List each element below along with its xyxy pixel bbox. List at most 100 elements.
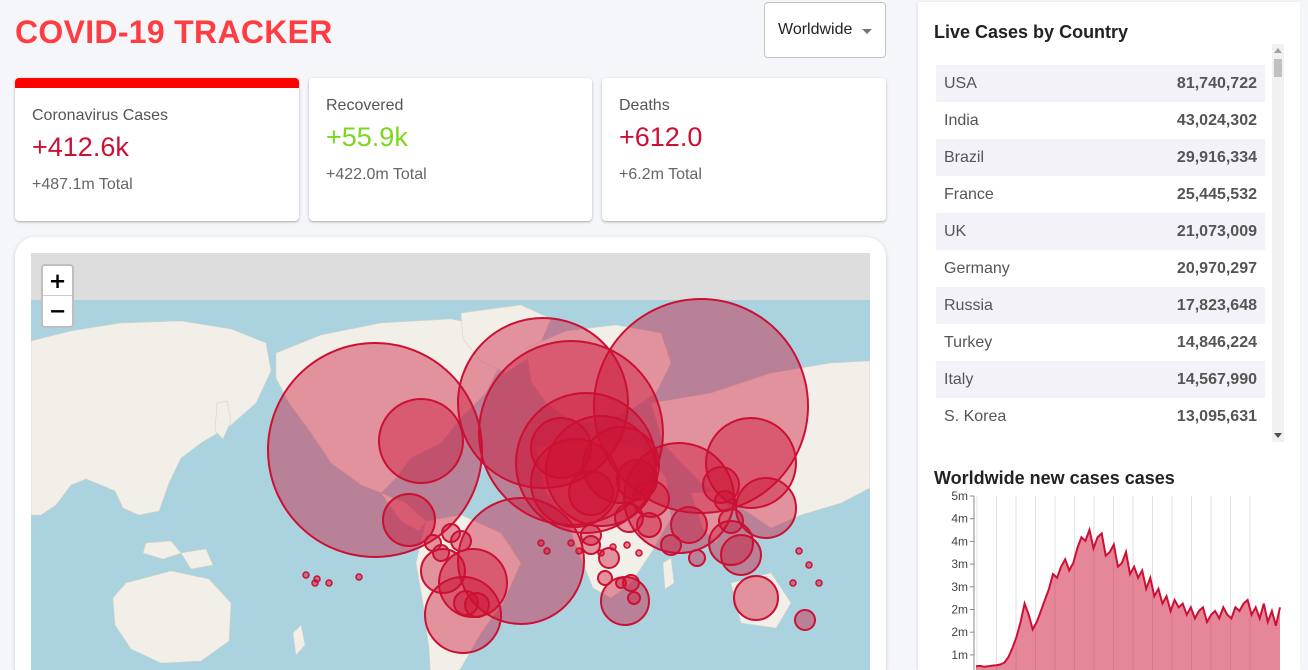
case-circle	[733, 575, 779, 621]
country-name: S. Korea	[944, 407, 1007, 425]
app-title: COVID-19 TRACKER	[15, 14, 333, 50]
y-tick-label: 1m	[951, 648, 968, 662]
case-circle	[530, 438, 620, 528]
case-circle	[568, 470, 614, 516]
cases-label: Coronavirus Cases	[32, 107, 169, 124]
table-row: Italy 14,567,990	[936, 361, 1265, 398]
country-name: Italy	[944, 370, 974, 388]
country-cases: 29,916,334	[1176, 148, 1257, 166]
table-row: India 43,024,302	[936, 102, 1265, 139]
case-circle	[815, 579, 823, 587]
case-circle	[795, 547, 803, 555]
case-circle	[670, 506, 708, 544]
table-row: S. Korea 13,095,631	[936, 398, 1265, 435]
zoom-in-button[interactable]: +	[43, 266, 72, 296]
table-row: Russia 17,823,648	[936, 287, 1265, 324]
case-circle	[714, 490, 736, 512]
case-circle	[623, 541, 631, 549]
case-circle	[543, 547, 551, 555]
case-circle	[720, 534, 762, 576]
table-row: Germany 20,970,297	[936, 250, 1265, 287]
series-line	[975, 526, 1281, 668]
cases-total: +487.1m Total	[32, 176, 133, 193]
y-tick-label: 3m	[951, 557, 968, 571]
country-select[interactable]: Worldwide	[764, 2, 886, 58]
country-name: Brazil	[944, 148, 985, 166]
active-card-indicator	[15, 78, 299, 88]
case-circle	[627, 591, 641, 605]
deaths-label: Deaths	[619, 97, 670, 114]
map-zoom-control: + −	[41, 264, 74, 328]
country-cases: 17,823,648	[1176, 296, 1257, 314]
cases-value: +412.6k	[32, 132, 129, 162]
area-fill	[976, 529, 1280, 670]
case-circle	[708, 520, 754, 566]
case-circle	[718, 508, 744, 534]
table-title: Live Cases by Country	[934, 22, 1129, 42]
case-circle	[432, 544, 450, 562]
case-circles	[267, 298, 823, 654]
scroll-up-icon[interactable]	[1274, 48, 1282, 53]
case-circle	[355, 573, 363, 581]
y-tick-label: 2m	[951, 603, 968, 617]
country-select-value: Worldwide	[778, 21, 853, 38]
case-circle	[593, 298, 809, 514]
table-row: Turkey 14,846,224	[936, 324, 1265, 361]
recovered-value: +55.9k	[326, 122, 408, 152]
country-cases: 20,970,297	[1176, 259, 1257, 277]
y-tick-label: 3m	[951, 580, 968, 594]
deaths-card[interactable]: Deaths +612.0 +6.2m Total	[602, 78, 886, 221]
y-tick-label: 2m	[951, 625, 968, 639]
table-scrollbar[interactable]	[1272, 44, 1284, 442]
scroll-thumb[interactable]	[1274, 59, 1282, 77]
case-circle	[597, 570, 613, 586]
case-circle	[537, 539, 545, 547]
case-circle	[325, 579, 333, 587]
y-tick-label: 4m	[951, 534, 968, 548]
country-name: USA	[944, 74, 977, 92]
case-circle	[302, 571, 310, 579]
case-circle	[457, 317, 629, 489]
case-circle	[735, 477, 797, 539]
table-row: Brazil 29,916,334	[936, 139, 1265, 176]
case-circle	[464, 592, 490, 618]
map-land	[31, 304, 870, 670]
case-circle	[636, 512, 662, 538]
chart-title: Worldwide new cases cases	[934, 468, 1175, 488]
scroll-down-icon[interactable]	[1274, 433, 1282, 438]
country-cases: 21,073,009	[1176, 222, 1257, 240]
case-circle	[441, 523, 461, 543]
y-tick-label: 5m	[951, 489, 968, 503]
country-name: Germany	[944, 259, 1010, 277]
table-row: USA 81,740,722	[936, 65, 1265, 102]
country-cases: 81,740,722	[1176, 74, 1257, 92]
case-circle	[530, 417, 592, 479]
world-map[interactable]	[31, 253, 870, 670]
case-circle	[609, 543, 617, 551]
case-circle	[688, 549, 706, 567]
table-row: France 25,445,532	[936, 176, 1265, 213]
country-table[interactable]: USA 81,740,722 India 43,024,302 Brazil 29,916…	[936, 44, 1284, 442]
country-cases: 43,024,302	[1176, 111, 1257, 129]
recovered-card[interactable]: Recovered +55.9k +422.0m Total	[309, 78, 592, 221]
new-cases-chart: 5m 4m 4m 3m 3m 2m 2m 1m	[951, 489, 1281, 670]
case-circle	[457, 497, 585, 625]
case-circle	[615, 577, 627, 589]
cases-card[interactable]: Coronavirus Cases +412.6k +487.1m Total	[15, 78, 299, 221]
country-name: UK	[944, 222, 967, 240]
case-circle	[702, 466, 740, 504]
recovered-total: +422.0m Total	[326, 166, 427, 183]
case-circle	[794, 609, 816, 631]
case-circle	[705, 417, 797, 509]
zoom-out-button[interactable]: −	[48, 299, 67, 323]
case-circle	[311, 579, 319, 587]
deaths-total: +6.2m Total	[619, 166, 702, 183]
caret-down-icon	[862, 29, 872, 34]
country-name: Russia	[944, 296, 993, 314]
case-circle	[805, 561, 813, 569]
country-cases: 14,846,224	[1176, 333, 1257, 351]
deaths-value: +612.0	[619, 122, 703, 152]
country-name: India	[944, 111, 979, 129]
case-circle	[581, 535, 601, 555]
case-circle	[789, 579, 797, 587]
